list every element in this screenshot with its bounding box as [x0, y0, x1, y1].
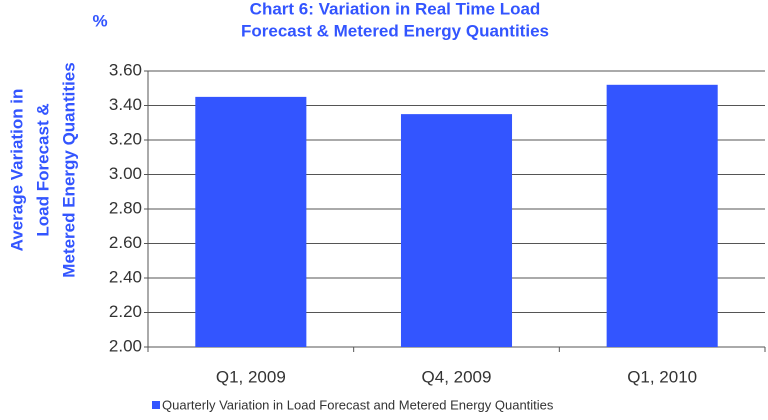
y-tick-label: 2.60	[109, 233, 142, 252]
unit-label: %	[92, 11, 107, 30]
y-tick-label: 3.20	[109, 129, 142, 148]
chart-title: Forecast & Metered Energy Quantities	[241, 21, 549, 40]
chart-title: Chart 6: Variation in Real Time Load	[250, 0, 541, 18]
y-axis-title-line: Average Variation in	[7, 89, 26, 252]
y-axis-title: Load Forecast &	[33, 103, 52, 236]
legend-swatch	[152, 401, 160, 409]
bar	[400, 114, 513, 347]
y-tick-label: 2.00	[109, 336, 142, 355]
y-tick-label: 2.80	[109, 198, 142, 217]
y-tick-label: 3.00	[109, 164, 142, 183]
x-tick-label: Q1, 2010	[627, 367, 697, 386]
y-axis-title-line: Metered Energy Quantities	[59, 62, 78, 277]
y-tick-label: 2.20	[109, 302, 142, 321]
legend-label: Quarterly Variation in Load Forecast and…	[162, 397, 554, 412]
bar	[606, 84, 718, 348]
x-tick-label: Q1, 2009	[216, 367, 286, 386]
y-axis-title: Metered Energy Quantities	[59, 62, 78, 277]
x-tick-label: Q4, 2009	[422, 367, 492, 386]
y-tick-label: 3.40	[109, 95, 142, 114]
y-tick-label: 3.60	[109, 60, 142, 79]
y-tick-label: 2.40	[109, 267, 142, 286]
bar	[195, 96, 307, 347]
y-axis-title-line: Load Forecast &	[33, 103, 52, 236]
y-axis-title: Average Variation in	[7, 89, 26, 252]
